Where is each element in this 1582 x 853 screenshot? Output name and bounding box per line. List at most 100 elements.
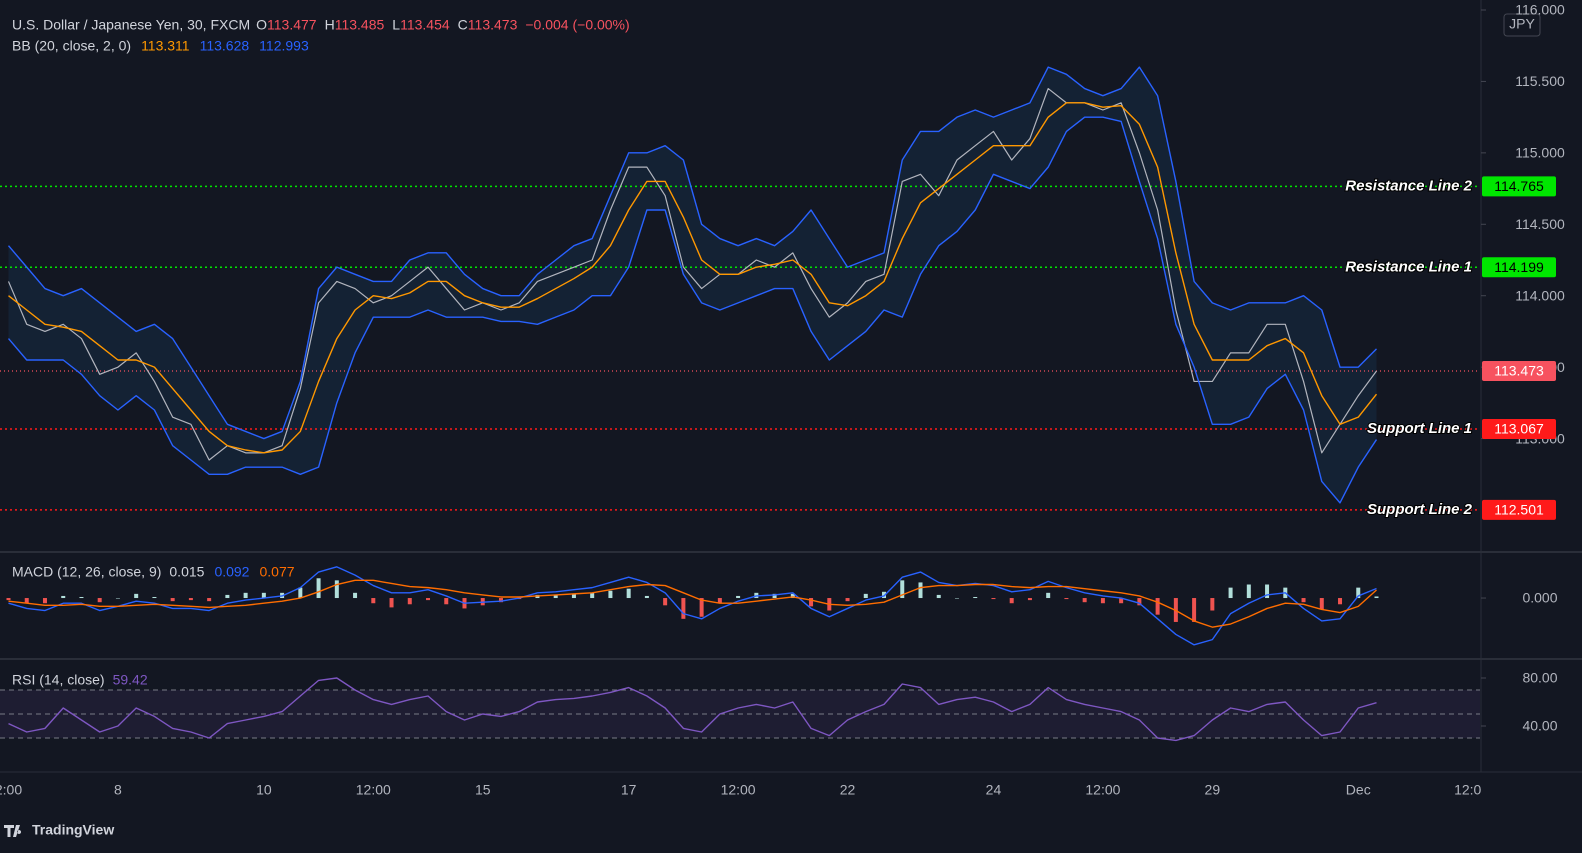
legend-text: H	[325, 17, 335, 33]
series-line	[8, 566, 1377, 646]
level-name: Support Line 1	[1367, 420, 1472, 437]
histogram-bar	[663, 598, 668, 606]
y-tick-label: 114.000	[1515, 287, 1565, 303]
histogram-bar	[991, 598, 996, 600]
price-box	[1482, 499, 1556, 520]
legend-text: 113.477	[267, 17, 317, 33]
histogram-bar	[1265, 584, 1270, 599]
histogram-bar	[371, 598, 376, 604]
band-fill	[8, 67, 1377, 503]
x-tick-label: 8	[114, 782, 122, 798]
histogram-bar	[1082, 598, 1087, 603]
histogram-bar	[334, 580, 339, 599]
legend-text: 0.092	[214, 564, 249, 580]
series-line	[7, 116, 1378, 504]
level-name: Resistance Line 1	[1345, 258, 1472, 275]
price-box-label: 114.765	[1494, 178, 1544, 194]
histogram-bar	[24, 598, 29, 604]
legend-text: MACD (12, 26, close, 9)	[12, 564, 161, 580]
legend-text: RSI (14, close)	[12, 672, 105, 688]
y-tick-label: 80.00	[1522, 670, 1557, 686]
price-box-label: 113.067	[1494, 421, 1544, 437]
histogram-bar	[1027, 598, 1032, 601]
x-tick-label: 12:0	[1454, 782, 1481, 798]
x-tick-label: 12:00	[721, 782, 756, 798]
x-tick-label: 24	[986, 782, 1002, 798]
legend-text: 0.015	[169, 564, 204, 580]
histogram-bar	[736, 595, 741, 599]
histogram-bar	[389, 598, 394, 608]
legend-text: 113.473	[468, 17, 518, 33]
price-box	[1482, 176, 1556, 197]
histogram-bar	[426, 598, 431, 601]
legend-text: 59.42	[113, 672, 148, 688]
histogram-bar	[699, 598, 704, 617]
histogram-bar	[772, 593, 777, 599]
histogram-bar	[973, 596, 978, 599]
x-tick-label: 29	[1205, 782, 1221, 798]
x-tick-label: 10	[256, 782, 272, 798]
histogram-bar	[170, 598, 175, 602]
histogram-bar	[42, 598, 47, 604]
legend-text: 0.077	[259, 564, 294, 580]
x-tick-label: 22	[840, 782, 856, 798]
histogram-bar	[553, 594, 558, 599]
histogram-bar	[1119, 598, 1124, 604]
y-tick-label: 114.500	[1515, 216, 1565, 232]
histogram-bar	[97, 598, 102, 603]
legend-text: 113.454	[400, 17, 450, 33]
histogram-bar	[809, 598, 814, 607]
x-tick-label: 15	[475, 782, 491, 798]
price-box	[1482, 257, 1556, 278]
histogram-bar	[152, 596, 157, 599]
histogram-bar	[1192, 598, 1197, 622]
histogram-bar	[863, 593, 868, 599]
histogram-bar	[571, 593, 576, 599]
x-tick-label: Dec	[1346, 782, 1371, 798]
histogram-bar	[115, 598, 120, 599]
histogram-bar	[1210, 598, 1215, 611]
price-box-label: 112.501	[1494, 502, 1544, 518]
histogram-bar	[1374, 596, 1379, 599]
price-box-label: 113.473	[1494, 363, 1544, 379]
level-name: Resistance Line 2	[1345, 177, 1472, 194]
histogram-bar	[1100, 598, 1105, 604]
y-tick-label: 40.00	[1522, 718, 1557, 734]
histogram-bar	[407, 598, 412, 605]
legend-text: 113.485	[335, 17, 385, 33]
histogram-bar	[6, 598, 11, 601]
histogram-bar	[1155, 598, 1160, 615]
x-tick-label: 17	[621, 782, 637, 798]
histogram-bar	[444, 598, 449, 605]
legend-text: O	[256, 17, 267, 33]
histogram-bar	[1228, 587, 1233, 599]
histogram-bar	[845, 598, 850, 602]
currency-box	[1503, 13, 1541, 37]
legend-text: 113.628	[200, 38, 250, 54]
histogram-bar	[1319, 598, 1324, 610]
histogram-bar	[298, 587, 303, 599]
histogram-bar	[1338, 598, 1343, 605]
plot-layer: 113.000113.500114.000114.500115.000115.5…	[0, 2, 1565, 798]
series-line	[8, 102, 1378, 454]
histogram-bar	[207, 598, 212, 602]
histogram-bar	[498, 598, 503, 603]
histogram-bar	[353, 592, 358, 599]
legend-text: −0.004 (−0.00%)	[525, 17, 629, 33]
x-tick-label: 12:00	[1085, 782, 1120, 798]
histogram-bar	[225, 594, 230, 599]
series-line	[8, 677, 1377, 742]
legend-text: L	[392, 17, 400, 33]
y-tick-label: 115.500	[1515, 73, 1565, 89]
legend-text: 112.993	[259, 38, 309, 54]
histogram-bar	[243, 592, 248, 599]
y-tick-label: 115.000	[1515, 145, 1565, 161]
histogram-bar	[590, 592, 595, 599]
histogram-bar	[626, 588, 631, 599]
histogram-bar	[717, 598, 722, 604]
level-name: Support Line 2	[1367, 501, 1473, 518]
histogram-bar	[1009, 598, 1014, 604]
histogram-bar	[134, 593, 139, 599]
x-tick-label: 2:00	[0, 782, 22, 798]
